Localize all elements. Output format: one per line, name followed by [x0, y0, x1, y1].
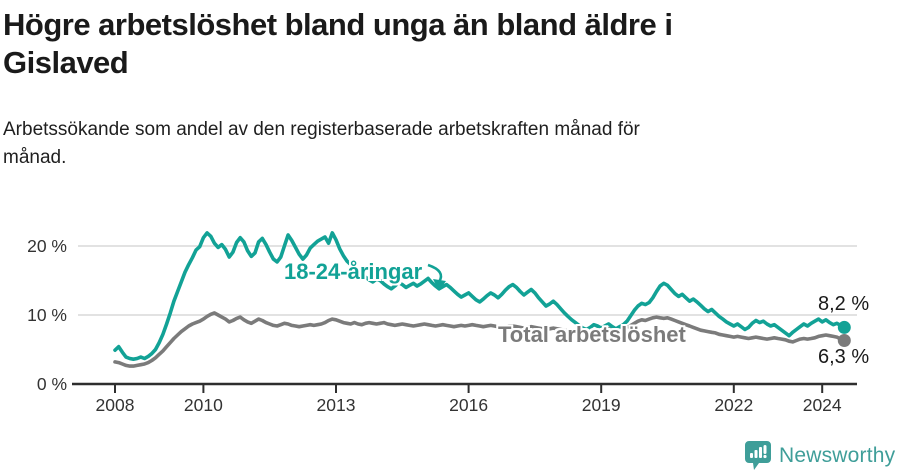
chart-subtitle: Arbetssökande som andel av den registerb… [3, 116, 863, 172]
series-label-total: Total arbetslöshet [498, 322, 686, 347]
newsworthy-bubble-chart-icon [745, 441, 771, 470]
end-value-young: 8,2 % [818, 293, 870, 315]
series-line-total [113, 311, 847, 368]
x-tick-label: 2010 [184, 395, 223, 415]
x-tick-label: 2022 [714, 395, 753, 415]
subtitle-line-2: månad. [3, 147, 67, 168]
y-tick-label: 10 % [27, 305, 67, 325]
newsworthy-logo[interactable]: Newsworthy [744, 440, 895, 471]
end-dot-total [837, 334, 851, 348]
series-label-young: 18-24-åringar [284, 259, 423, 284]
y-tick-label: 20 % [27, 236, 67, 256]
page-title: Högre arbetslöshet bland unga än bland ä… [3, 6, 863, 82]
x-tick-label: 2024 [803, 395, 842, 415]
end-dot-young [837, 320, 851, 334]
series-label-arrowhead [433, 279, 446, 291]
title-line-2: Gislaved [3, 45, 129, 80]
x-tick-label: 2013 [317, 395, 356, 415]
newsworthy-logo-text: Newsworthy [779, 443, 896, 467]
title-line-1: Högre arbetslöshet bland unga än bland ä… [3, 7, 673, 42]
end-value-total: 6,3 % [818, 346, 870, 368]
y-tick-label: 0 % [37, 374, 67, 394]
x-tick-label: 2008 [96, 395, 135, 415]
subtitle-line-1: Arbetssökande som andel av den registerb… [3, 119, 640, 140]
x-tick-label: 2019 [582, 395, 621, 415]
x-tick-label: 2016 [449, 395, 488, 415]
series-line-young [113, 231, 847, 361]
